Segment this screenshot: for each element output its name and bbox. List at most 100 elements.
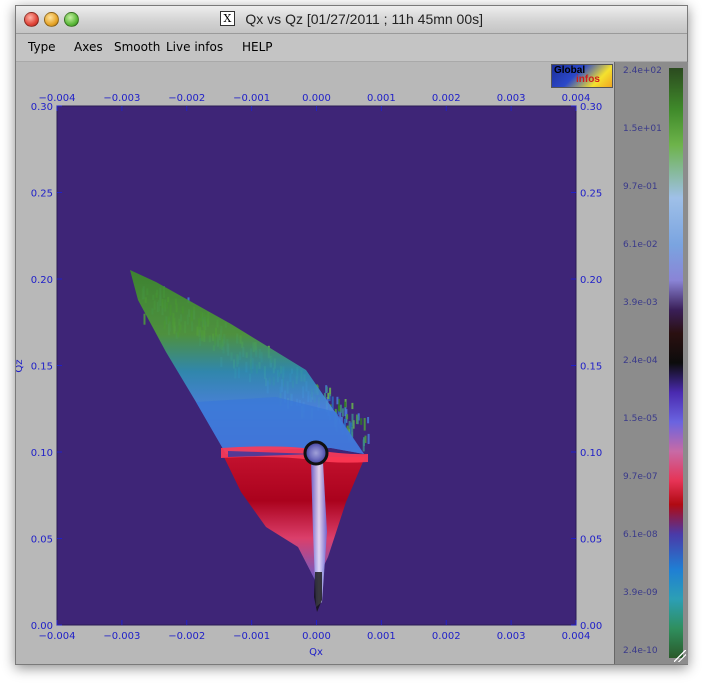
x-tick-label-bottom: 0.000 [302, 631, 331, 642]
minimize-button[interactable] [44, 12, 59, 27]
x-tick-label-bottom: 0.004 [562, 631, 591, 642]
intensity-pixel [187, 297, 190, 303]
colorbar-tick-label: 2.4e-10 [623, 646, 658, 656]
menu-bar: Type Axes Smooth Live infos HELP [16, 34, 687, 62]
x-axis-label: Qx [309, 647, 323, 658]
x-tick-label-top: 0.004 [562, 93, 591, 104]
y-tick-label-right: 0.00 [580, 621, 602, 632]
y-tick-label-left: 0.00 [31, 621, 53, 632]
y-tick-label-left: 0.20 [31, 275, 53, 286]
x-tick-label-top: 0.001 [367, 93, 396, 104]
intensity-pixel [356, 416, 359, 425]
y-tick-label-right: 0.30 [580, 102, 602, 113]
colorbar-tick-label: 2.4e+02 [623, 66, 662, 76]
intensity-pixel [360, 418, 363, 425]
plot-canvas[interactable]: −0.004 −0.004 −0.003 −0.003 −0.002 −0.002 −0.0… [16, 62, 614, 664]
colorbar-tick-label: 1.5e+01 [623, 124, 662, 134]
intensity-pixel [346, 414, 349, 420]
intensity-pixel [341, 408, 344, 417]
intensity-pixel [367, 433, 370, 444]
intensity-pixel [337, 409, 340, 415]
streak-core [228, 451, 316, 457]
x-tick-label-bottom: −0.003 [103, 631, 140, 642]
global-infos-logo[interactable]: Global infos [551, 64, 613, 88]
colorbar-tick-label: 1.5e-05 [623, 414, 658, 424]
y-tick-label-right: 0.15 [580, 362, 602, 373]
y-tick-label-left: 0.30 [31, 102, 53, 113]
intensity-pixel [362, 439, 365, 452]
intensity-pixel [327, 392, 330, 399]
x-tick-label-top: −0.001 [233, 93, 270, 104]
stem-tip [314, 572, 322, 612]
intensity-pixel [339, 404, 342, 413]
y-tick-label-right: 0.05 [580, 535, 602, 546]
intensity-pixel [344, 418, 346, 427]
intensity-pixel [331, 396, 334, 410]
x-tick-label-top: −0.002 [168, 93, 205, 104]
app-window: X Qx vs Qz [01/27/2011 ; 11h 45mn 00s] T… [15, 5, 688, 665]
intensity-pixel [337, 399, 340, 412]
x-tick-label-bottom: 0.002 [432, 631, 461, 642]
x-tick-label-bottom: 0.001 [367, 631, 396, 642]
menu-smooth[interactable]: Smooth [114, 40, 161, 54]
intensity-pixel [367, 417, 370, 424]
logo-text-global: Global [554, 65, 586, 76]
x-tick-label-bottom: 0.003 [497, 631, 526, 642]
colorbar-gradient [669, 68, 683, 658]
intensity-pixel [329, 387, 332, 397]
menu-type[interactable]: Type [28, 40, 56, 54]
y-tick-label-right: 0.20 [580, 275, 602, 286]
x-tick-label-top: −0.004 [38, 93, 75, 104]
menu-live-infos[interactable]: Live infos [166, 40, 224, 54]
title-wrap: X Qx vs Qz [01/27/2011 ; 11h 45mn 00s] [16, 6, 687, 33]
intensity-pixel [363, 418, 366, 431]
zoom-button[interactable] [64, 12, 79, 27]
y-tick-label-left: 0.15 [31, 362, 53, 373]
colorbar-tick-label: 6.1e-02 [623, 240, 658, 250]
title-bar[interactable]: X Qx vs Qz [01/27/2011 ; 11h 45mn 00s] [16, 6, 687, 34]
resize-grip-icon[interactable] [674, 650, 686, 662]
colorbar-tick-label: 3.9e-03 [623, 298, 658, 308]
menu-help[interactable]: HELP [242, 40, 273, 54]
intensity-pixel [325, 386, 328, 393]
axis-ticks: −0.004 −0.004 −0.003 −0.003 −0.002 −0.002 −0.0… [31, 93, 603, 642]
intensity-pixel [344, 401, 347, 411]
intensity-pixel [143, 313, 146, 325]
x-tick-label-top: 0.000 [302, 93, 331, 104]
intensity-pixel [349, 422, 352, 436]
intensity-pixel [340, 416, 343, 424]
close-button[interactable] [24, 12, 39, 27]
colorbar-tick-label: 2.4e-04 [623, 356, 658, 366]
intensity-pixel [351, 402, 354, 410]
intensity-pixel [344, 407, 347, 416]
x-tick-label-top: 0.003 [497, 93, 526, 104]
x-tick-label-bottom: −0.002 [168, 631, 205, 642]
intensity-pixel [324, 392, 326, 399]
x-tick-label-bottom: −0.001 [233, 631, 270, 642]
x-tick-label-top: 0.002 [432, 93, 461, 104]
x-tick-label-bottom: −0.004 [38, 631, 75, 642]
intensity-pixel [352, 420, 355, 429]
intensity-pixel [364, 435, 367, 443]
mid-band-region [196, 397, 364, 454]
y-tick-label-right: 0.25 [580, 189, 602, 200]
lower-lobe-region [224, 457, 365, 582]
y-tick-label-left: 0.05 [31, 535, 53, 546]
y-tick-label-left: 0.10 [31, 448, 53, 459]
intensity-pixel [348, 428, 351, 434]
intensity-pixel [328, 394, 331, 402]
window-title: Qx vs Qz [01/27/2011 ; 11h 45mn 00s] [245, 11, 484, 27]
colorbar-tick-label: 9.7e-07 [623, 472, 658, 482]
central-peak [303, 440, 329, 466]
vertical-stem [311, 462, 327, 607]
colorbar-tick-label: 3.9e-09 [623, 588, 658, 598]
y-axis-label: Qz [16, 359, 25, 372]
intensity-pixel [336, 396, 339, 405]
menu-axes[interactable]: Axes [74, 40, 103, 54]
x11-icon: X [219, 11, 235, 27]
logo-text-infos: infos [576, 74, 600, 85]
x-tick-label-top: −0.003 [103, 93, 140, 104]
intensity-pixel [339, 412, 342, 424]
y-tick-label-right: 0.10 [580, 448, 602, 459]
intensity-pixel [348, 421, 351, 428]
